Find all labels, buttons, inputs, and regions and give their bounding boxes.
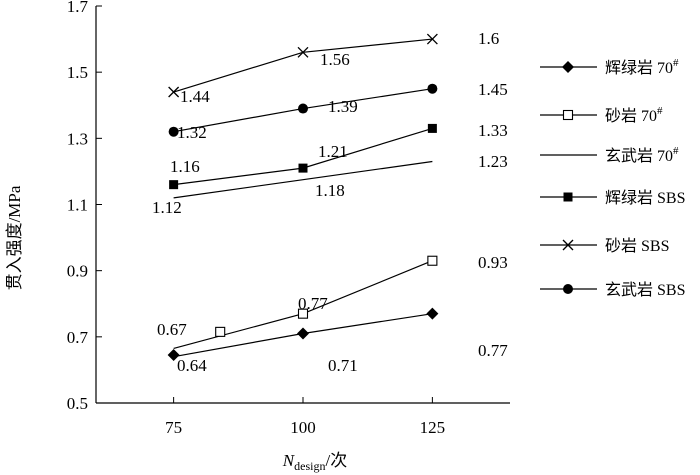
series-line [173,160,433,199]
data-label: 0.71 [328,356,358,375]
series-layer [167,33,439,362]
x-tick-label: 75 [165,418,182,437]
data-point-marker [168,126,179,137]
legend-label: 玄武岩 70# [605,145,679,165]
y-tick-label: 1.7 [67,0,89,16]
data-point-marker [297,308,309,319]
data-label: 1.23 [478,152,508,171]
x-marker-stroke [426,33,438,45]
legend-marker [563,192,573,202]
legend-label-name: 玄武岩 SBS [605,281,685,299]
data-label: 0.77 [298,294,328,313]
x-marker-stroke [562,239,574,251]
x-marker-stroke [168,86,180,98]
data-point-marker [426,33,438,45]
data-point-marker [427,123,437,133]
data-label: 1.39 [328,97,358,116]
data-label: 1.32 [177,123,207,142]
data-point-marker [167,349,180,362]
data-point-marker [215,326,226,337]
data-point-marker [297,327,309,340]
legend-label-name: 辉绿岩 SBS [605,189,685,207]
legend-label-superscript: # [657,105,663,117]
legend-item-4: 辉绿岩 SBS [540,189,685,207]
legend-label-name: 辉绿岩 70 [605,59,673,77]
series-line [173,38,433,93]
data-point-marker [298,163,308,173]
legend-label: 砂岩 SBS [605,237,669,255]
data-point-marker [426,307,439,320]
legend-label: 砂岩 70# [605,105,663,125]
y-tick-label: 0.5 [67,394,88,413]
legend-label-superscript: # [673,145,679,157]
y-tick-label: 1.3 [67,129,88,148]
data-point-marker [427,83,438,94]
data-label: 1.16 [170,157,200,176]
series-4 [169,123,437,190]
legend-label: 玄武岩 SBS [605,281,685,299]
legend-label-name: 砂岩 70 [605,107,657,125]
data-label: 1.45 [478,80,508,99]
x-marker-stroke [297,46,309,58]
x-axis-title-subscript: design [294,459,325,473]
legend-item-2: 砂岩 70# [540,105,663,125]
x-axis-title-unit: /次 [325,451,347,470]
legend-label-name: 砂岩 SBS [605,237,669,255]
series-line [173,127,433,186]
data-label: 1.6 [478,29,499,48]
data-label: 0.77 [478,341,508,360]
legend-item-3: 玄武岩 70# [540,145,679,165]
y-tick-label: 1.1 [67,196,88,215]
data-point-marker [427,255,438,266]
legend-label: 辉绿岩 SBS [605,189,685,207]
legend-item-1: 辉绿岩 70# [540,57,679,77]
data-point-marker [169,180,179,190]
data-label: 0.64 [177,356,207,375]
x-axis-title-symbol: N [282,451,296,470]
x-tick-label: 100 [290,418,316,437]
data-label: 1.21 [318,142,348,161]
data-label: 0.67 [157,320,187,339]
data-label: 1.56 [320,50,350,69]
y-tick-label: 0.9 [67,262,88,281]
data-label: 1.12 [152,198,182,217]
series-6 [168,83,438,137]
legend-marker [562,61,574,73]
data-label: 1.44 [180,87,210,106]
series-3 [173,160,433,199]
x-axis-title: Ndesign/次 [282,451,347,473]
series-5 [168,33,438,98]
data-label: 0.93 [478,253,508,272]
data-point-marker [168,86,180,98]
data-label: 1.33 [478,121,508,140]
data-labels-layer: 0.64 0.71 0.77 0.67 0.77 0.93 1.12 1.18 1.23 1.16… [152,29,508,375]
legend-label: 辉绿岩 70# [605,57,679,77]
data-label: 1.18 [315,181,345,200]
data-point-marker [297,46,309,58]
x-tick-label: 125 [420,418,446,437]
y-axis-title: 贯入强度/MPa [5,185,24,290]
legend-marker [562,239,574,251]
series-1 [167,307,439,362]
legend-marker [562,109,574,121]
y-tick-label: 1.5 [67,63,88,82]
legend-marker [563,284,573,294]
y-tick-label: 0.7 [67,328,89,347]
legend-label-name: 玄武岩 70 [605,147,673,165]
legend-item-5: 砂岩 SBS [540,237,669,255]
series-2 [173,255,438,349]
axes: 0.5 0.7 0.9 1.1 1.3 1.5 1.7 75 100 125 [67,0,510,437]
legend-item-6: 玄武岩 SBS [540,281,685,299]
data-point-marker [298,103,308,114]
legend-label-superscript: # [673,57,679,69]
